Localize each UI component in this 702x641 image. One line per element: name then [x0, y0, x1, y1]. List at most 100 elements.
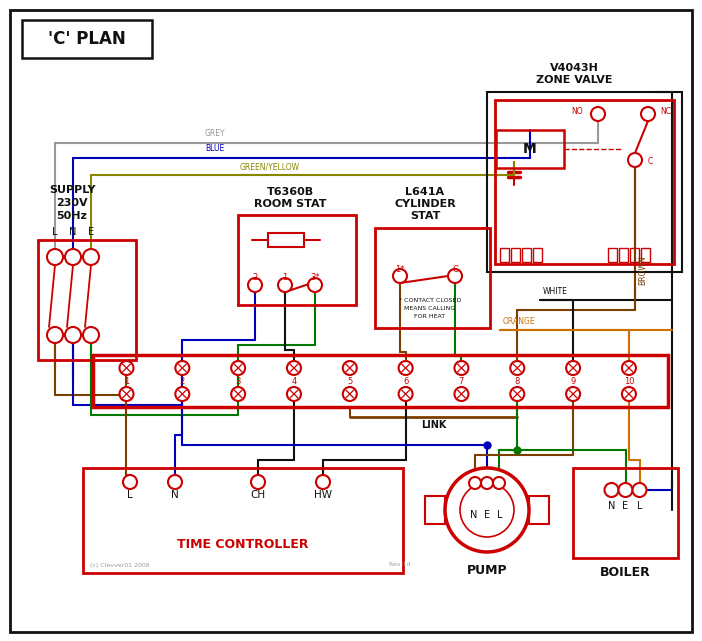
Text: 5: 5 — [347, 376, 352, 385]
Text: ZONE VALVE: ZONE VALVE — [536, 75, 612, 85]
Circle shape — [622, 387, 636, 401]
Text: 230V: 230V — [56, 198, 88, 208]
Text: BLUE: BLUE — [205, 144, 224, 153]
Circle shape — [65, 327, 81, 343]
Text: C: C — [648, 158, 654, 167]
Circle shape — [248, 278, 262, 292]
Bar — [608, 248, 617, 262]
Circle shape — [481, 477, 493, 489]
Circle shape — [168, 475, 182, 489]
Text: E: E — [484, 510, 490, 520]
Text: BROWN: BROWN — [638, 255, 647, 285]
Text: 1: 1 — [124, 376, 129, 385]
Text: CH: CH — [251, 490, 265, 500]
Circle shape — [119, 361, 133, 375]
Circle shape — [287, 387, 301, 401]
Text: M: M — [523, 142, 537, 156]
Text: L: L — [497, 510, 503, 520]
Bar — [573, 468, 678, 558]
Text: ROOM STAT: ROOM STAT — [253, 199, 326, 209]
Circle shape — [622, 361, 636, 375]
Bar — [495, 100, 674, 264]
Text: 1*: 1* — [395, 265, 405, 274]
Text: E: E — [88, 227, 94, 237]
Text: V4043H: V4043H — [550, 63, 598, 73]
Circle shape — [633, 483, 647, 497]
Text: Rev 1d: Rev 1d — [389, 563, 411, 567]
Circle shape — [510, 387, 524, 401]
Circle shape — [83, 327, 99, 343]
Bar — [22, 20, 152, 58]
Text: N: N — [69, 227, 77, 237]
Circle shape — [566, 361, 580, 375]
Bar — [375, 228, 490, 328]
Bar — [500, 248, 509, 262]
Circle shape — [641, 107, 655, 121]
Bar — [641, 248, 650, 262]
Text: MEANS CALLING: MEANS CALLING — [404, 306, 456, 310]
Text: 3*: 3* — [310, 274, 320, 283]
Text: E: E — [623, 501, 628, 511]
Text: NC: NC — [660, 108, 671, 117]
Circle shape — [566, 387, 580, 401]
Bar — [93, 355, 668, 407]
Bar — [529, 496, 549, 524]
Bar — [619, 248, 628, 262]
Circle shape — [399, 361, 413, 375]
Circle shape — [493, 477, 505, 489]
Circle shape — [47, 327, 63, 343]
Text: 4: 4 — [291, 376, 297, 385]
Bar — [496, 130, 564, 168]
Text: L: L — [52, 227, 58, 237]
Circle shape — [119, 387, 133, 401]
Text: NO: NO — [571, 108, 583, 117]
Circle shape — [176, 387, 190, 401]
Text: (c) Clevver01 2008: (c) Clevver01 2008 — [90, 563, 150, 567]
Text: 2: 2 — [180, 376, 185, 385]
Text: 2: 2 — [253, 274, 258, 283]
Bar — [268, 233, 304, 247]
Text: BOILER: BOILER — [600, 565, 651, 578]
Text: 7: 7 — [459, 376, 464, 385]
Bar — [38, 240, 136, 360]
Bar — [487, 92, 682, 272]
Text: 50Hz: 50Hz — [57, 211, 88, 221]
Circle shape — [343, 361, 357, 375]
Circle shape — [454, 387, 468, 401]
Circle shape — [469, 477, 481, 489]
Text: L: L — [127, 490, 133, 500]
Text: N: N — [470, 510, 477, 520]
Text: 1: 1 — [282, 274, 288, 283]
Circle shape — [454, 361, 468, 375]
Text: L: L — [637, 501, 642, 511]
Circle shape — [628, 153, 642, 167]
Circle shape — [123, 475, 137, 489]
Circle shape — [83, 249, 99, 265]
Text: 8: 8 — [515, 376, 520, 385]
Text: N: N — [608, 501, 615, 511]
Bar — [238, 215, 356, 305]
Circle shape — [510, 361, 524, 375]
Text: GREY: GREY — [205, 129, 225, 138]
Bar — [630, 248, 639, 262]
Text: LINK: LINK — [420, 420, 446, 430]
Circle shape — [448, 269, 462, 283]
Circle shape — [278, 278, 292, 292]
Text: ORANGE: ORANGE — [503, 317, 536, 326]
Bar — [522, 248, 531, 262]
Bar — [83, 468, 403, 573]
Text: 3: 3 — [235, 376, 241, 385]
Text: C: C — [452, 265, 458, 274]
Text: STAT: STAT — [410, 211, 440, 221]
Circle shape — [604, 483, 618, 497]
Circle shape — [445, 468, 529, 552]
Text: WHITE: WHITE — [543, 287, 568, 296]
Text: HW: HW — [314, 490, 332, 500]
Text: PUMP: PUMP — [467, 563, 508, 576]
Circle shape — [399, 387, 413, 401]
Circle shape — [287, 361, 301, 375]
Circle shape — [176, 361, 190, 375]
Text: FOR HEAT: FOR HEAT — [414, 313, 446, 319]
Text: TIME CONTROLLER: TIME CONTROLLER — [177, 538, 309, 551]
Text: 6: 6 — [403, 376, 409, 385]
